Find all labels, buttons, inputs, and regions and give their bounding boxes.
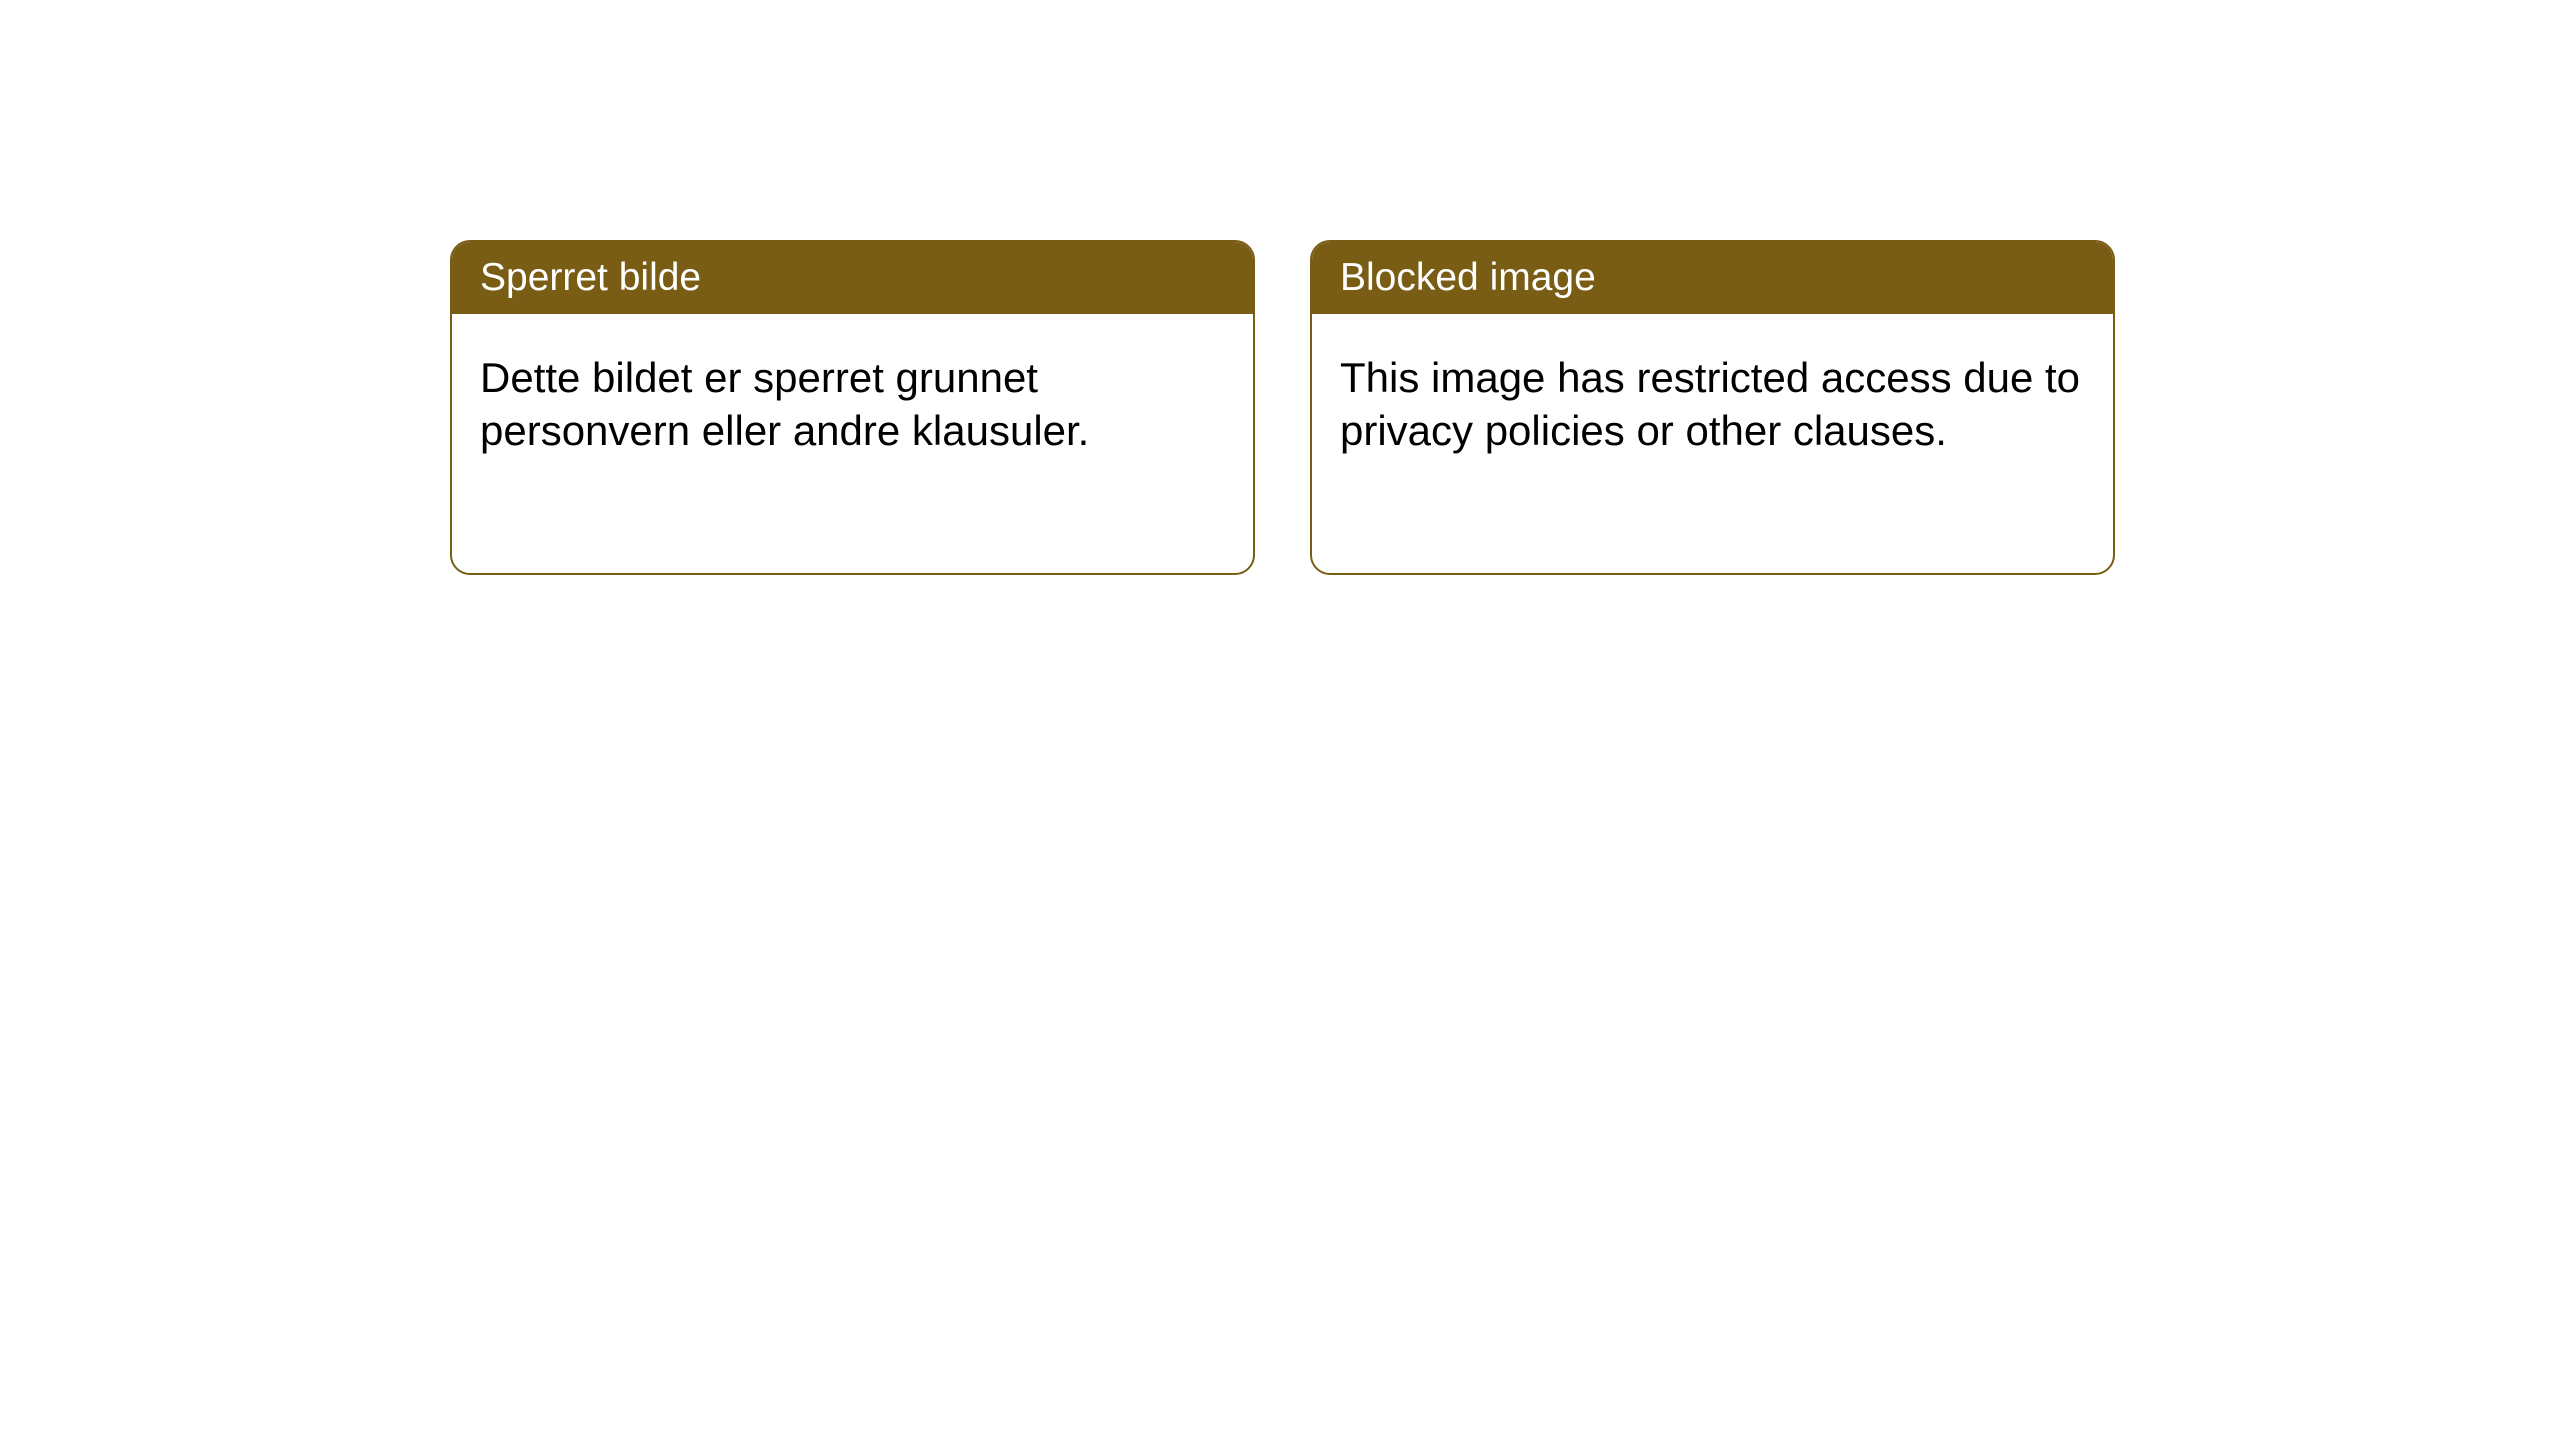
notice-text-norwegian: Dette bildet er sperret grunnet personve… [480, 354, 1089, 454]
notice-body-english: This image has restricted access due to … [1312, 314, 2113, 495]
notice-header-english: Blocked image [1312, 242, 2113, 314]
notice-title-norwegian: Sperret bilde [480, 256, 701, 299]
notice-title-english: Blocked image [1340, 256, 1596, 299]
notice-card-norwegian: Sperret bilde Dette bildet er sperret gr… [450, 240, 1255, 575]
notice-body-norwegian: Dette bildet er sperret grunnet personve… [452, 314, 1253, 495]
notice-text-english: This image has restricted access due to … [1340, 354, 2080, 454]
notice-header-norwegian: Sperret bilde [452, 242, 1253, 314]
notice-card-english: Blocked image This image has restricted … [1310, 240, 2115, 575]
notice-container: Sperret bilde Dette bildet er sperret gr… [0, 0, 2560, 575]
